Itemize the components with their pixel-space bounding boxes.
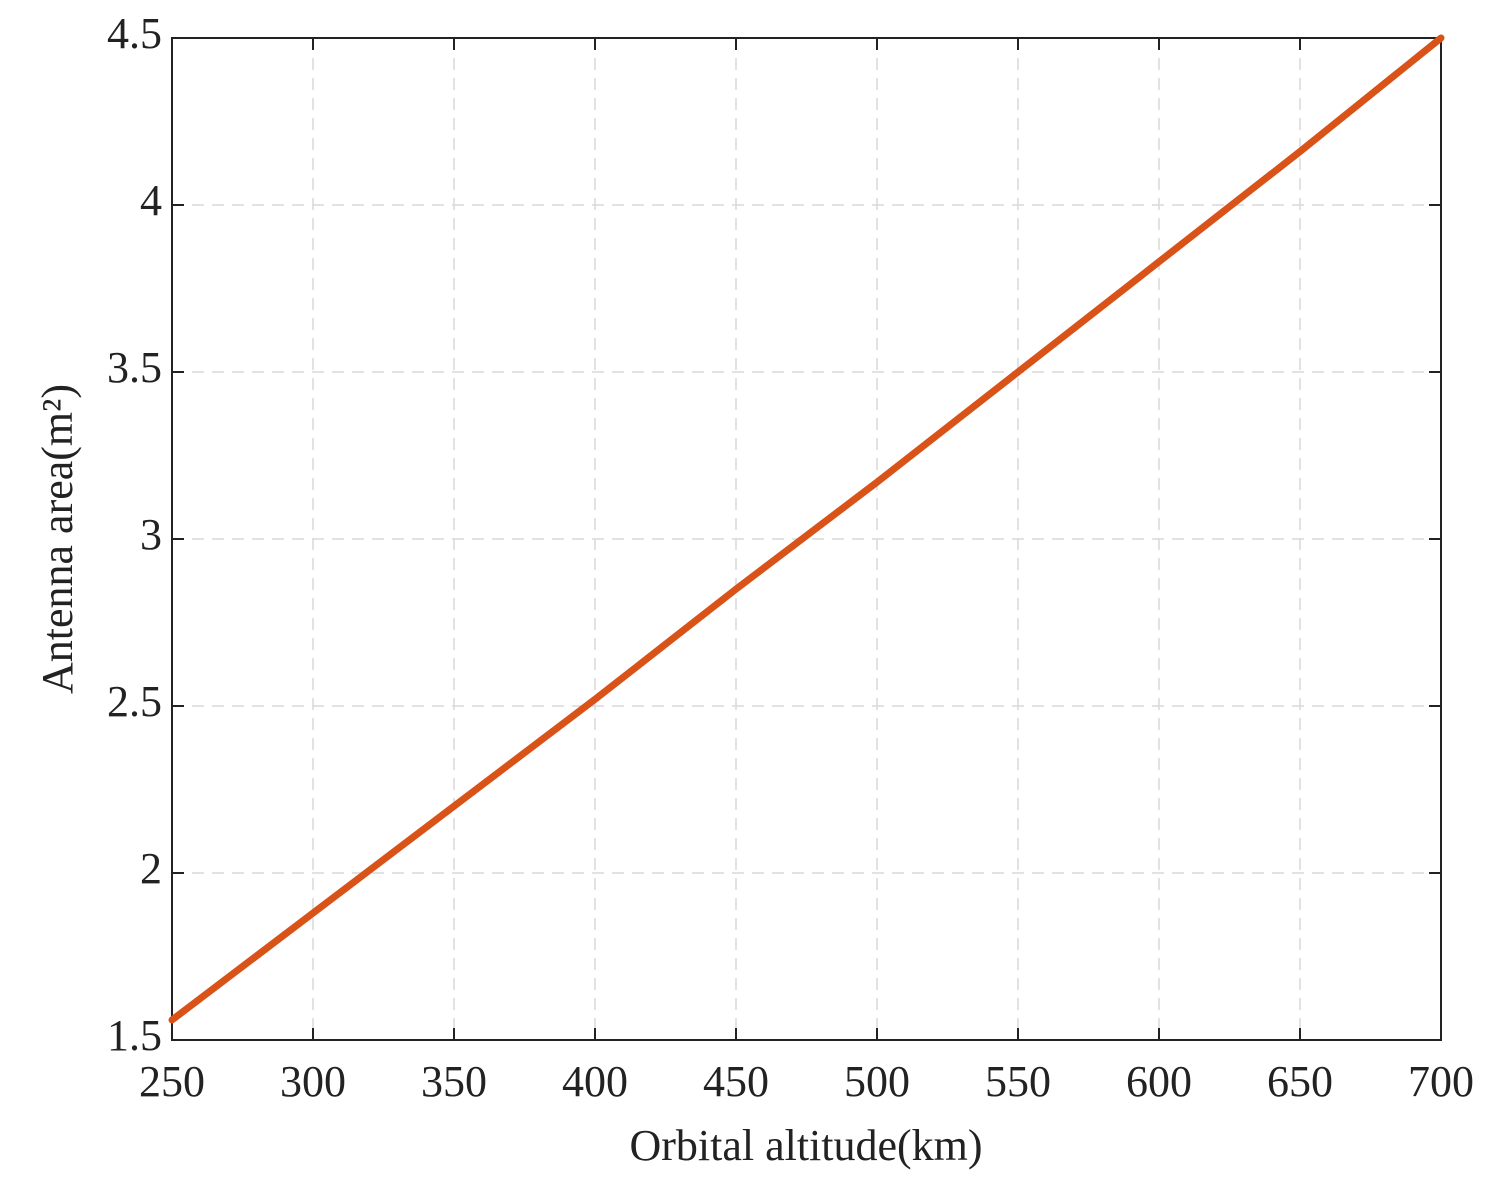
y-tick-label: 1.5 [107, 1011, 162, 1060]
x-tick-label: 500 [844, 1057, 910, 1106]
y-tick-label: 3 [140, 510, 162, 559]
x-tick-label: 600 [1126, 1057, 1192, 1106]
y-tick-label: 3.5 [107, 343, 162, 392]
x-tick-label: 550 [985, 1057, 1051, 1106]
y-tick-label: 2 [140, 844, 162, 893]
x-tick-label: 300 [280, 1057, 346, 1106]
y-axis-label: Antenna area(m²) [33, 384, 82, 694]
y-tick-label: 2.5 [107, 677, 162, 726]
x-tick-label: 450 [703, 1057, 769, 1106]
x-tick-label: 250 [139, 1057, 205, 1106]
x-axis-label: Orbital altitude(km) [629, 1121, 982, 1170]
y-tick-label: 4 [140, 176, 162, 225]
x-tick-label: 700 [1408, 1057, 1474, 1106]
x-tick-label: 350 [421, 1057, 487, 1106]
x-tick-label: 400 [562, 1057, 628, 1106]
plot-frame [171, 37, 1442, 1041]
data-line [168, 34, 1445, 1024]
y-tick-label: 4.5 [107, 9, 162, 58]
x-tick-label: 650 [1267, 1057, 1333, 1106]
